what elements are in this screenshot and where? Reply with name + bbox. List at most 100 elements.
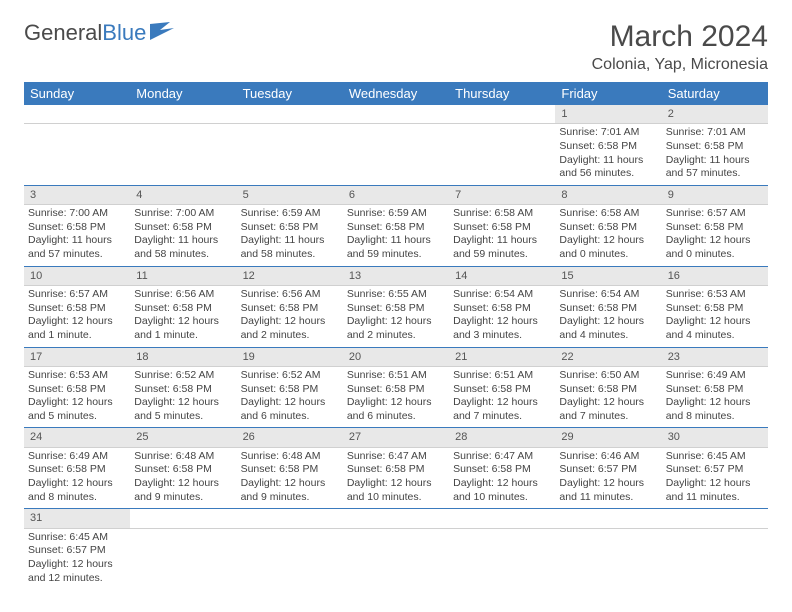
day-cell: Sunrise: 7:00 AMSunset: 6:58 PMDaylight:… xyxy=(24,205,130,267)
day-cell: Sunrise: 7:00 AMSunset: 6:58 PMDaylight:… xyxy=(130,205,236,267)
sunrise: Sunrise: 6:57 AM xyxy=(28,288,126,302)
daylight-2: and 6 minutes. xyxy=(241,410,339,424)
daylight-1: Daylight: 12 hours xyxy=(134,315,232,329)
day-cell: Sunrise: 6:53 AMSunset: 6:58 PMDaylight:… xyxy=(662,286,768,348)
day-number xyxy=(449,509,555,528)
day-cell: Sunrise: 7:01 AMSunset: 6:58 PMDaylight:… xyxy=(555,124,661,186)
sunset: Sunset: 6:58 PM xyxy=(347,383,445,397)
sunrise: Sunrise: 7:01 AM xyxy=(559,126,657,140)
logo-text-1: General xyxy=(24,20,102,46)
sunset: Sunset: 6:57 PM xyxy=(559,463,657,477)
daylight-1: Daylight: 11 hours xyxy=(134,234,232,248)
calendar-head: SundayMondayTuesdayWednesdayThursdayFrid… xyxy=(24,82,768,105)
day-cell: Sunrise: 6:58 AMSunset: 6:58 PMDaylight:… xyxy=(449,205,555,267)
daylight-1: Daylight: 12 hours xyxy=(666,477,764,491)
daylight-1: Daylight: 12 hours xyxy=(28,477,126,491)
day-cell: Sunrise: 6:57 AMSunset: 6:58 PMDaylight:… xyxy=(24,286,130,348)
sunrise: Sunrise: 6:57 AM xyxy=(666,207,764,221)
sunrise: Sunrise: 6:51 AM xyxy=(347,369,445,383)
sunrise: Sunrise: 6:52 AM xyxy=(134,369,232,383)
sunrise: Sunrise: 6:53 AM xyxy=(28,369,126,383)
day-header: Monday xyxy=(130,82,236,105)
day-cell xyxy=(130,528,236,589)
flag-icon xyxy=(150,20,176,46)
sunset: Sunset: 6:58 PM xyxy=(28,383,126,397)
day-cell: Sunrise: 6:59 AMSunset: 6:58 PMDaylight:… xyxy=(343,205,449,267)
sunrise: Sunrise: 7:00 AM xyxy=(134,207,232,221)
day-cell: Sunrise: 6:52 AMSunset: 6:58 PMDaylight:… xyxy=(237,366,343,428)
day-cell: Sunrise: 6:45 AMSunset: 6:57 PMDaylight:… xyxy=(24,528,130,589)
sunrise: Sunrise: 6:45 AM xyxy=(666,450,764,464)
daylight-1: Daylight: 12 hours xyxy=(559,396,657,410)
daylight-1: Daylight: 12 hours xyxy=(559,315,657,329)
day-cell xyxy=(24,124,130,186)
sunrise: Sunrise: 6:58 AM xyxy=(559,207,657,221)
day-cell: Sunrise: 6:49 AMSunset: 6:58 PMDaylight:… xyxy=(662,366,768,428)
day-cell xyxy=(662,528,768,589)
day-cell xyxy=(237,528,343,589)
sunrise: Sunrise: 7:01 AM xyxy=(666,126,764,140)
daylight-2: and 4 minutes. xyxy=(559,329,657,343)
day-cell xyxy=(449,124,555,186)
location: Colonia, Yap, Micronesia xyxy=(592,56,768,74)
sunrise: Sunrise: 6:47 AM xyxy=(347,450,445,464)
day-cell: Sunrise: 6:47 AMSunset: 6:58 PMDaylight:… xyxy=(343,447,449,509)
daylight-2: and 57 minutes. xyxy=(28,248,126,262)
day-number: 12 xyxy=(237,266,343,285)
daylight-2: and 56 minutes. xyxy=(559,167,657,181)
daylight-2: and 3 minutes. xyxy=(453,329,551,343)
sunrise: Sunrise: 6:54 AM xyxy=(453,288,551,302)
day-number: 22 xyxy=(555,347,661,366)
daylight-2: and 0 minutes. xyxy=(559,248,657,262)
daylight-2: and 12 minutes. xyxy=(28,572,126,586)
sunrise: Sunrise: 6:50 AM xyxy=(559,369,657,383)
day-number: 5 xyxy=(237,185,343,204)
day-number: 16 xyxy=(662,266,768,285)
title-block: March 2024 Colonia, Yap, Micronesia xyxy=(592,20,768,74)
day-number: 27 xyxy=(343,428,449,447)
sunset: Sunset: 6:58 PM xyxy=(28,463,126,477)
sunset: Sunset: 6:58 PM xyxy=(559,302,657,316)
sunrise: Sunrise: 7:00 AM xyxy=(28,207,126,221)
daylight-2: and 5 minutes. xyxy=(134,410,232,424)
sunset: Sunset: 6:58 PM xyxy=(453,221,551,235)
day-number xyxy=(343,105,449,124)
day-cell: Sunrise: 6:55 AMSunset: 6:58 PMDaylight:… xyxy=(343,286,449,348)
day-number: 17 xyxy=(24,347,130,366)
calendar-table: SundayMondayTuesdayWednesdayThursdayFrid… xyxy=(24,82,768,589)
daylight-1: Daylight: 12 hours xyxy=(134,396,232,410)
day-cell: Sunrise: 6:56 AMSunset: 6:58 PMDaylight:… xyxy=(130,286,236,348)
daylight-2: and 7 minutes. xyxy=(559,410,657,424)
day-number: 6 xyxy=(343,185,449,204)
sunrise: Sunrise: 6:51 AM xyxy=(453,369,551,383)
logo-text-2: Blue xyxy=(102,20,146,46)
daylight-1: Daylight: 12 hours xyxy=(666,396,764,410)
daylight-1: Daylight: 12 hours xyxy=(347,477,445,491)
sunrise: Sunrise: 6:59 AM xyxy=(347,207,445,221)
daylight-2: and 10 minutes. xyxy=(347,491,445,505)
sunrise: Sunrise: 6:52 AM xyxy=(241,369,339,383)
day-number: 29 xyxy=(555,428,661,447)
sunset: Sunset: 6:58 PM xyxy=(453,463,551,477)
daylight-1: Daylight: 12 hours xyxy=(666,315,764,329)
day-number xyxy=(555,509,661,528)
daylight-1: Daylight: 11 hours xyxy=(453,234,551,248)
day-number: 8 xyxy=(555,185,661,204)
day-cell: Sunrise: 6:54 AMSunset: 6:58 PMDaylight:… xyxy=(449,286,555,348)
day-cell: Sunrise: 6:48 AMSunset: 6:58 PMDaylight:… xyxy=(130,447,236,509)
daylight-2: and 10 minutes. xyxy=(453,491,551,505)
day-number: 4 xyxy=(130,185,236,204)
sunrise: Sunrise: 6:55 AM xyxy=(347,288,445,302)
sunset: Sunset: 6:58 PM xyxy=(134,221,232,235)
daylight-1: Daylight: 11 hours xyxy=(347,234,445,248)
day-number: 25 xyxy=(130,428,236,447)
day-number xyxy=(237,105,343,124)
daylight-1: Daylight: 12 hours xyxy=(241,315,339,329)
sunset: Sunset: 6:58 PM xyxy=(28,221,126,235)
daylight-2: and 57 minutes. xyxy=(666,167,764,181)
day-cell: Sunrise: 6:59 AMSunset: 6:58 PMDaylight:… xyxy=(237,205,343,267)
daylight-2: and 11 minutes. xyxy=(666,491,764,505)
day-number: 20 xyxy=(343,347,449,366)
day-number xyxy=(343,509,449,528)
daylight-1: Daylight: 11 hours xyxy=(666,154,764,168)
